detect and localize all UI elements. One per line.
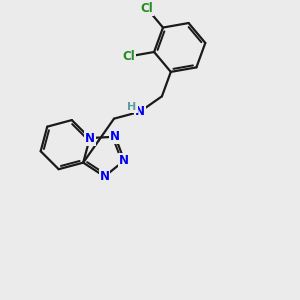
Text: N: N <box>100 170 110 183</box>
Text: Cl: Cl <box>140 2 153 15</box>
Text: N: N <box>119 154 129 167</box>
Text: Cl: Cl <box>123 50 135 63</box>
Text: N: N <box>135 105 145 118</box>
Text: H: H <box>128 103 137 112</box>
Text: N: N <box>110 130 120 143</box>
Text: N: N <box>85 132 95 145</box>
